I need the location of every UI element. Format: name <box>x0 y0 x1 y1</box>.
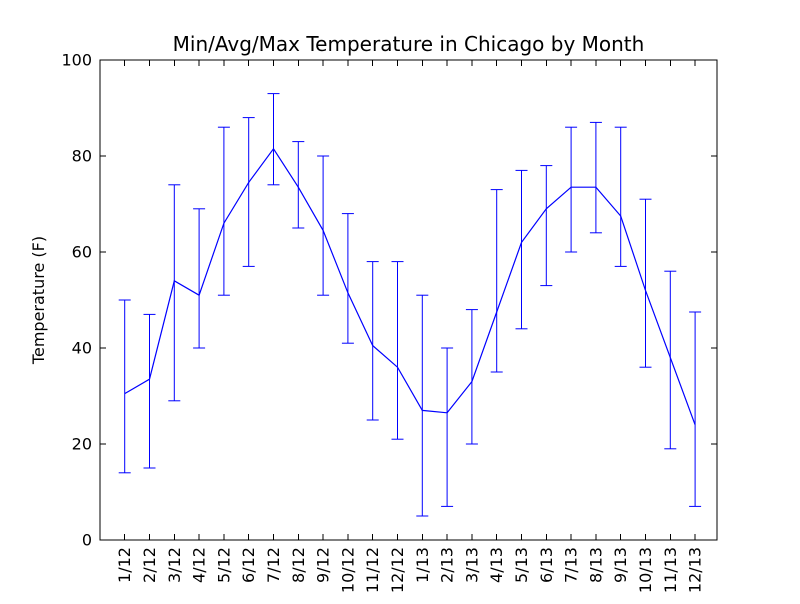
x-tick-label: 3/13 <box>462 547 481 583</box>
x-tick-label: 5/12 <box>214 547 233 583</box>
chart-title: Min/Avg/Max Temperature in Chicago by Mo… <box>173 32 645 56</box>
x-tick-label: 1/13 <box>413 547 432 583</box>
x-tick-label: 12/13 <box>686 547 705 593</box>
x-tick-label: 9/13 <box>611 547 630 583</box>
avg-line <box>124 147 696 426</box>
y-axis-label: Temperature (F) <box>29 236 48 365</box>
x-tick-label: 5/13 <box>512 547 531 583</box>
y-tick-label: 0 <box>82 531 92 550</box>
x-tick-label: 4/13 <box>487 547 506 583</box>
x-tick-label: 4/12 <box>190 547 209 583</box>
x-tick-label: 10/13 <box>636 547 655 593</box>
y-tick-label: 80 <box>72 147 92 166</box>
x-tick-label: 7/12 <box>264 547 283 583</box>
y-tick-label: 20 <box>72 435 92 454</box>
x-tick-label: 3/12 <box>165 547 184 583</box>
x-tick-label: 8/12 <box>289 547 308 583</box>
x-tick-label: 7/13 <box>562 547 581 583</box>
x-tick-label: 6/13 <box>537 547 556 583</box>
x-tick-label: 10/12 <box>338 547 357 593</box>
x-tick-label: 9/12 <box>314 547 333 583</box>
y-tick-label: 40 <box>72 339 92 358</box>
x-tick-label: 6/12 <box>239 547 258 583</box>
y-tick-label: 100 <box>61 51 92 70</box>
x-tick-label: 2/12 <box>140 547 159 583</box>
y-tick-label: 60 <box>72 243 92 262</box>
plot-area: 0 20 40 60 80 100 1/12 2/12 3/12 4/12 5/12 6/12 7/12… <box>61 51 718 593</box>
x-tick-label: 8/13 <box>586 547 605 583</box>
x-tick-label: 12/12 <box>388 547 407 593</box>
plot-border <box>99 59 718 541</box>
x-tick-label: 2/13 <box>438 547 457 583</box>
x-tick-label: 11/13 <box>661 547 680 593</box>
x-tick-label: 1/12 <box>115 547 134 583</box>
x-tick-label: 11/12 <box>363 547 382 593</box>
